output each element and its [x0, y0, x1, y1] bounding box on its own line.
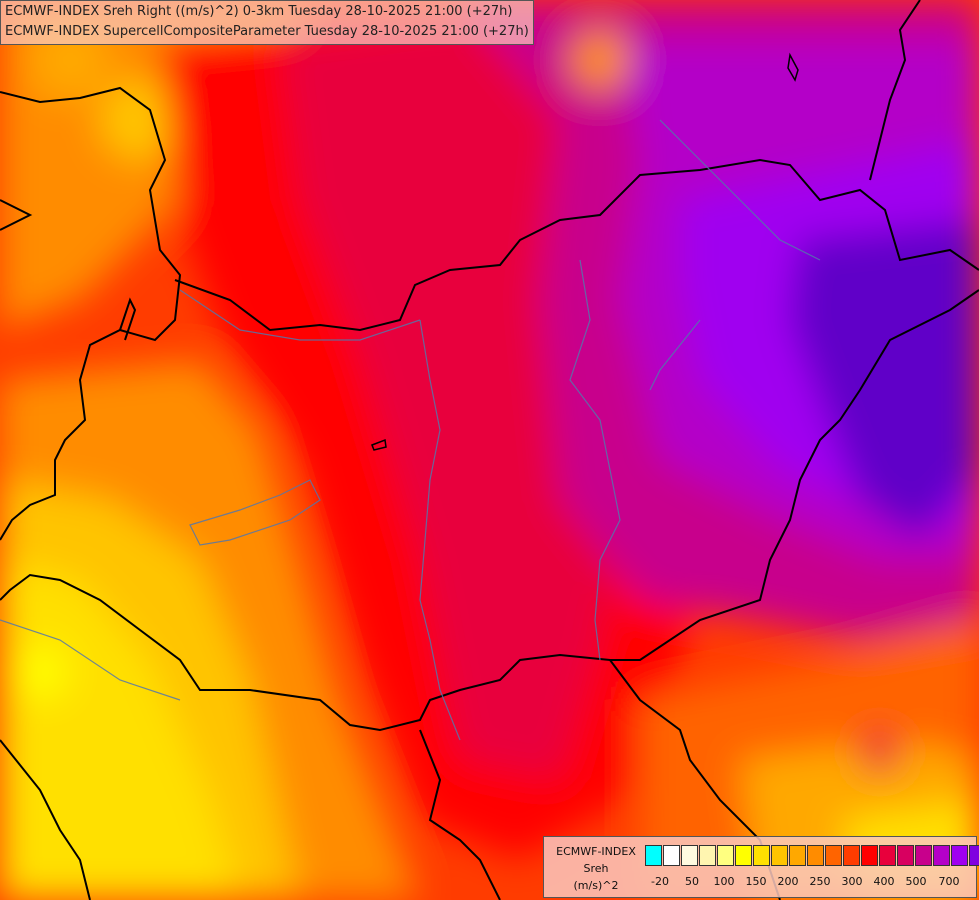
coastline	[371, 52, 799, 451]
legend-swatch	[645, 845, 662, 866]
legend-swatch	[699, 845, 716, 866]
legend-swatch	[843, 845, 860, 866]
legend-ticks: -20 50 100 150 200 250 300 400 500 700	[644, 875, 974, 891]
legend-tick-label: 700	[938, 875, 960, 888]
legend-line1: ECMWF-INDEX	[556, 845, 636, 858]
legend-title: ECMWF-INDEX Sreh (m/s)^2	[548, 843, 644, 894]
legend-line2: Sreh	[583, 862, 609, 875]
map-title-line2: ECMWF-INDEX SupercellCompositeParameter …	[5, 24, 529, 39]
legend-line3: (m/s)^2	[573, 879, 619, 892]
legend-tick-label: 100	[713, 875, 735, 888]
legend-swatch	[897, 845, 914, 866]
legend-swatch	[861, 845, 878, 866]
legend-swatches	[645, 845, 979, 866]
legend-swatch	[789, 845, 806, 866]
legend-swatch	[681, 845, 698, 866]
legend-tick-label: -20	[651, 875, 669, 888]
legend-swatch	[915, 845, 932, 866]
legend-tick-label: 50	[685, 875, 699, 888]
color-legend: ECMWF-INDEX Sreh (m/s)^2 -20 50 100 150 200 2…	[543, 836, 979, 898]
legend-swatch	[825, 845, 842, 866]
rivers	[0, 119, 821, 741]
map-title-box: ECMWF-INDEX Sreh Right ((m/s)^2) 0-3km T…	[0, 0, 534, 45]
legend-tick-label: 200	[777, 875, 799, 888]
legend-swatch	[879, 845, 896, 866]
legend-swatch	[807, 845, 824, 866]
legend-tick-label: 250	[809, 875, 831, 888]
legend-tick-label: 300	[841, 875, 863, 888]
legend-tick-label: 150	[745, 875, 767, 888]
map-title-line1: ECMWF-INDEX Sreh Right ((m/s)^2) 0-3km T…	[5, 4, 513, 19]
legend-swatch	[933, 845, 950, 866]
legend-tick-label: 400	[873, 875, 895, 888]
legend-swatch	[771, 845, 788, 866]
legend-swatch	[951, 845, 968, 866]
legend-swatch	[969, 845, 979, 866]
legend-swatch	[663, 845, 680, 866]
legend-swatch	[735, 845, 752, 866]
legend-swatch	[717, 845, 734, 866]
legend-swatch	[753, 845, 770, 866]
legend-tick-label: 500	[905, 875, 927, 888]
